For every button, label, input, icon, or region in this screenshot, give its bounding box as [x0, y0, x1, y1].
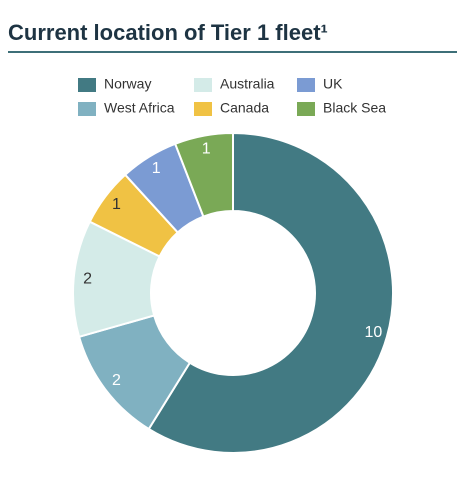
legend-label: UK	[323, 76, 343, 92]
data-label: 1	[202, 141, 211, 158]
legend-label: Canada	[220, 100, 269, 116]
donut-slice	[147, 131, 394, 454]
legend-label: Australia	[220, 76, 275, 92]
legend-swatch	[194, 102, 212, 116]
legend-swatch	[194, 78, 212, 92]
data-label: 1	[152, 160, 161, 177]
legend-swatch	[297, 78, 315, 92]
legend-swatch	[78, 102, 96, 116]
donut-slice	[173, 131, 234, 218]
data-label: 2	[83, 271, 92, 288]
legend-label: Norway	[104, 76, 151, 92]
data-label: 1	[112, 196, 121, 213]
legend-label: West Africa	[104, 100, 175, 116]
legend-label: Black Sea	[323, 100, 386, 116]
legend-swatch	[297, 102, 315, 116]
legend-swatch	[78, 78, 96, 92]
data-label: 2	[112, 372, 121, 389]
data-label: 10	[365, 324, 383, 341]
chart-title: Current location of Tier 1 fleet¹	[8, 20, 328, 45]
